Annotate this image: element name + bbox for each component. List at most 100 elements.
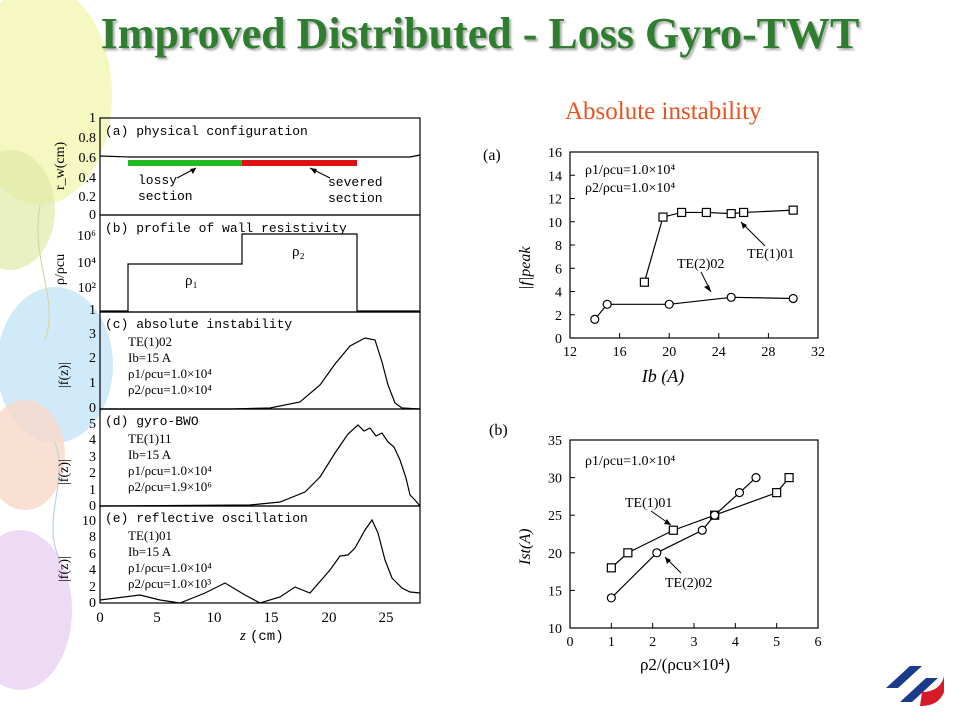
chart-a-ytick-label: 16 xyxy=(548,146,562,161)
chart-a-circle-marker xyxy=(664,299,674,309)
panel-b-label: (b) profile of wall resistivity xyxy=(105,221,347,236)
chart-a-circle-marker xyxy=(726,292,736,302)
chart-b-square-marker xyxy=(784,472,794,483)
x-tick-15: 15 xyxy=(264,610,279,626)
a-ytick: 0.8 xyxy=(79,131,97,146)
c-ylabel: |f(z)| xyxy=(57,362,72,388)
chart-b-label-te01: TE(1)01 xyxy=(625,496,672,511)
x-tick-25: 25 xyxy=(379,610,394,626)
a-ytick: 0.4 xyxy=(79,171,97,186)
chart-b-label-te02: TE(2)02 xyxy=(665,576,712,591)
e-legend-ib: Ib=15 A xyxy=(128,544,172,559)
chart-b-circle-marker xyxy=(734,488,745,498)
chart-b-circle-marker xyxy=(606,593,616,603)
chart-a-ytick-label: 8 xyxy=(555,239,562,254)
severed-label-1: severed xyxy=(328,175,383,190)
yellow-balloon-icon xyxy=(0,0,112,205)
chart-a-legend-1: ρ1/ρcu=1.0×10⁴ xyxy=(585,163,675,178)
d-ytick: 5 xyxy=(89,417,96,432)
chart-a: (a) ρ1/ρcu=1.0×10⁴ ρ2/ρcu=1.0×10⁴ 12 16 20… xyxy=(483,146,825,387)
chart-b-xtick-label: 2 xyxy=(649,635,656,650)
c-ytick: 0 xyxy=(89,401,96,416)
chart-a-square-marker xyxy=(677,207,687,218)
chart-a-circle-marker xyxy=(602,299,612,309)
d-legend-mode: TE(1)11 xyxy=(128,431,172,446)
panel-c-label: (c) absolute instability xyxy=(105,317,292,332)
d-ytick: 4 xyxy=(89,433,96,448)
e-legend-rho2: ρ2/ρcu=1.0×10³ xyxy=(128,576,211,591)
chart-b-xtick-label: 6 xyxy=(815,635,822,650)
company-logo-icon xyxy=(886,666,944,706)
chart-a-xtick-label: 28 xyxy=(761,345,775,360)
b-ytick: 1 xyxy=(89,303,96,318)
peach-balloon-icon xyxy=(0,400,65,510)
chart-a-label-te02: TE(2)02 xyxy=(677,257,724,272)
e-legend-mode: TE(1)01 xyxy=(128,528,172,543)
chart-b-xtick-label: 0 xyxy=(567,635,574,650)
c-ytick: 3 xyxy=(89,327,96,342)
chart-b-square-marker xyxy=(606,563,616,573)
b-ytick: 10⁶ xyxy=(77,229,96,244)
panel-d-label: (d) gyro-BWO xyxy=(105,414,199,429)
rho2-label: ρ₂ xyxy=(292,244,305,260)
c-legend-rho1: ρ1/ρcu=1.0×10⁴ xyxy=(128,366,212,381)
chart-b-ytick-label: 30 xyxy=(548,472,562,487)
chart-b-ytick-label: 25 xyxy=(548,509,562,524)
e-ytick: 4 xyxy=(89,563,96,578)
chart-b-circle-marker xyxy=(697,525,707,535)
chart-a-ytick-label: 12 xyxy=(548,193,562,208)
a-ytick: 0.2 xyxy=(79,190,97,205)
lime-balloon-icon xyxy=(0,150,55,270)
chart-a-ylabel: |f|peak xyxy=(517,246,534,290)
d-legend-rho2: ρ2/ρcu=1.9×10⁶ xyxy=(128,479,212,494)
chart-a-xtick-label: 32 xyxy=(811,345,825,360)
chart-b-circle-marker xyxy=(652,548,662,558)
c-curve xyxy=(100,337,421,410)
x-axis-label-var: z xyxy=(239,628,246,644)
chart-a-label-te01: TE(1)01 xyxy=(747,247,794,262)
chart-b-xtick-label: 1 xyxy=(608,635,615,650)
chart-a-square-marker xyxy=(639,277,649,287)
chart-b-xtick-label: 5 xyxy=(773,635,780,650)
a-ytick: 0.6 xyxy=(79,151,97,166)
chart-a-ytick-label: 2 xyxy=(555,309,562,324)
chart-b: (b) ρ1/ρcu=1.0×10⁴ 0 1 2 3 4 5 6 10 15 20 25 30 35 T… xyxy=(489,422,822,674)
subtitle: Absolute instability xyxy=(565,98,762,125)
chart-a-square-marker xyxy=(701,207,711,218)
c-legend-mode: TE(1)02 xyxy=(128,334,172,349)
e-curve xyxy=(99,518,421,604)
severed-label-2: section xyxy=(328,191,383,206)
lossy-label-1: lossy xyxy=(138,173,177,188)
chart-a-panel-label: (a) xyxy=(483,147,501,164)
chart-b-xlabel: ρ2/(ρcu×10⁴) xyxy=(640,655,730,674)
chart-a-ytick-label: 0 xyxy=(555,332,562,347)
chart-a-circle-marker xyxy=(788,293,798,304)
chart-a-ytick-label: 10 xyxy=(548,216,562,231)
chart-b-panel-label: (b) xyxy=(489,422,508,439)
chart-b-ylabel: Ist(A) xyxy=(517,529,534,566)
chart-a-ytick-label: 6 xyxy=(555,262,562,277)
x-tick-20: 20 xyxy=(322,610,337,626)
chart-a-ytick-label: 4 xyxy=(555,286,562,301)
d-legend-rho1: ρ1/ρcu=1.0×10⁴ xyxy=(128,463,212,478)
c-legend-ib: Ib=15 A xyxy=(128,350,172,365)
chart-b-ytick-label: 20 xyxy=(548,547,562,562)
chart-a-circle-marker xyxy=(590,314,600,324)
chart-a-frame xyxy=(569,151,819,339)
e-ylabel: |f(z)| xyxy=(57,556,72,582)
chart-a-square-marker xyxy=(726,209,736,219)
lossy-section-bar xyxy=(128,160,242,166)
e-ytick: 2 xyxy=(89,580,96,595)
chart-b-ytick-label: 10 xyxy=(548,622,562,637)
lossy-label-2: section xyxy=(138,189,193,204)
chart-b-ytick-label: 15 xyxy=(548,584,562,599)
rho1-label: ρ₁ xyxy=(185,273,198,289)
panel-e-label: (e) reflective oscillation xyxy=(105,511,308,526)
chart-b-circle-marker xyxy=(751,472,761,483)
e-ytick: 8 xyxy=(89,530,96,545)
x-tick-0: 0 xyxy=(96,610,104,626)
e-ytick: 10 xyxy=(82,514,96,529)
chart-b-series-line-0 xyxy=(610,477,790,569)
d-ytick: 3 xyxy=(89,450,96,465)
